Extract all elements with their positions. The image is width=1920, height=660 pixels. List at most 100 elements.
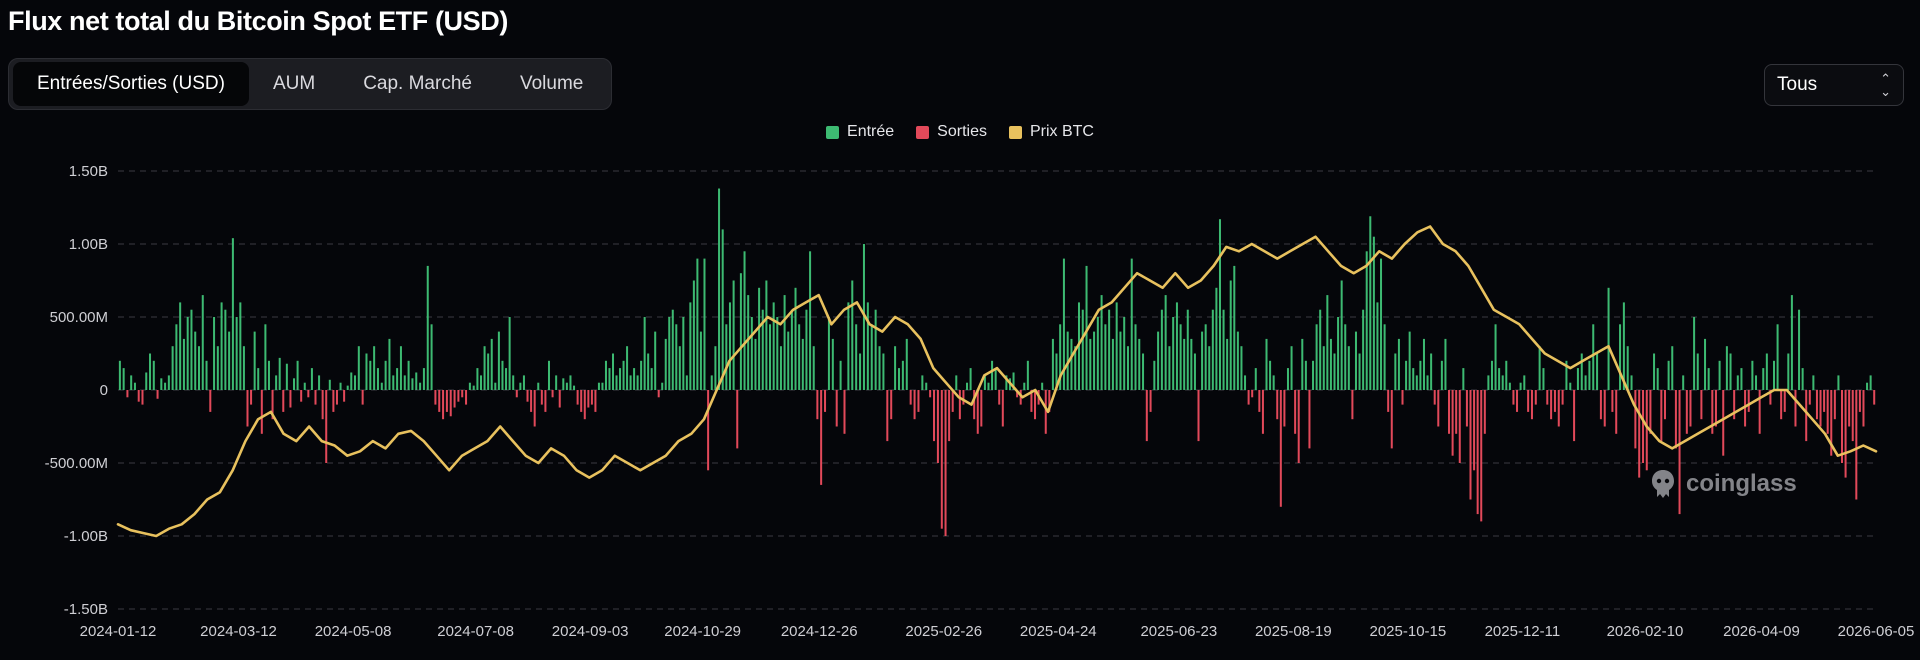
inflow-bar <box>1653 353 1656 390</box>
inflow-bar <box>201 295 204 390</box>
outflow-bar <box>1794 390 1797 427</box>
inflow-bar <box>373 346 376 390</box>
tab-aum[interactable]: AUM <box>272 73 316 94</box>
x-tick-label: 2026-04-09 <box>1723 623 1800 640</box>
tab-flows[interactable]: Entrées/Sorties (USD) <box>13 62 249 106</box>
outflow-bar <box>526 390 529 402</box>
inflow-bar <box>1215 287 1218 390</box>
inflow-bar <box>1626 346 1629 390</box>
inflow-bar <box>743 251 746 390</box>
inflow-bar <box>1740 368 1743 390</box>
inflow-bar <box>1089 338 1092 390</box>
coinglass-watermark: coinglass <box>1648 468 1797 500</box>
outflow-bar <box>707 390 710 471</box>
outflow-bar <box>580 390 583 412</box>
inflow-bar <box>569 375 572 390</box>
x-tick-label: 2025-10-15 <box>1370 623 1447 640</box>
tab-volume[interactable]: Volume <box>519 73 584 94</box>
outflow-bar <box>1465 390 1468 427</box>
inflow-bar <box>839 360 842 390</box>
outflow-bar <box>325 390 328 463</box>
inflow-bar <box>758 287 761 390</box>
inflow-bar <box>1059 324 1062 390</box>
outflow-bar <box>736 390 739 449</box>
outflow-bar <box>1611 390 1614 412</box>
outflow-bar <box>1433 390 1436 405</box>
inflow-bar <box>384 360 387 390</box>
inflow-bar <box>1211 309 1214 390</box>
inflow-bar <box>565 382 568 390</box>
inflow-bar <box>1501 375 1504 390</box>
inflow-bar <box>1736 375 1739 390</box>
legend-item-inflow[interactable]: Entrée <box>826 120 894 144</box>
inflow-bar <box>547 360 550 390</box>
inflow-bar <box>629 375 632 390</box>
outflow-bar <box>1769 390 1772 405</box>
outflow-bar <box>843 390 846 434</box>
inflow-bar <box>798 324 801 390</box>
outflow-bar <box>1833 390 1836 420</box>
inflow-bar <box>689 302 692 390</box>
inflow-bar <box>1704 338 1707 390</box>
inflow-bar <box>1837 375 1840 390</box>
inflow-bar <box>847 302 850 390</box>
outflow-bar <box>1534 390 1537 405</box>
inflow-bar <box>1012 372 1015 390</box>
inflow-bar <box>779 346 782 390</box>
inflow-bar <box>149 353 152 390</box>
y-tick-label: 1.00B <box>69 236 108 253</box>
inflow-bar <box>1085 265 1088 390</box>
inflow-bar <box>231 238 234 390</box>
outflow-bar <box>1448 390 1451 434</box>
inflow-bar <box>213 317 216 390</box>
x-tick-label: 2025-12-11 <box>1485 623 1561 640</box>
outflow-bar <box>1390 390 1393 449</box>
inflow-bar <box>1005 375 1008 390</box>
inflow-bar <box>1183 338 1186 390</box>
chevron-up-down-icon: ⌃ ⌄ <box>1880 71 1891 99</box>
legend-label-outflow: Sorties <box>937 123 987 140</box>
outflow-bar <box>461 390 464 398</box>
inflow-bar <box>1319 309 1322 390</box>
outflow-bar <box>1473 390 1476 471</box>
inflow-bar <box>403 375 406 390</box>
inflow-bar <box>675 324 678 390</box>
inflow-bar <box>682 317 685 390</box>
tab-market-cap[interactable]: Cap. Marché <box>363 73 472 94</box>
inflow-bar <box>1538 346 1541 390</box>
inflow-bar <box>228 331 231 390</box>
legend-label-inflow: Entrée <box>847 123 895 140</box>
outflow-bar <box>820 390 823 485</box>
outflow-bar <box>1197 390 1200 442</box>
inflow-bar <box>1619 324 1622 390</box>
legend-label-btc-price: Prix BTC <box>1029 123 1094 140</box>
outflow-bar <box>246 390 249 427</box>
inflow-bar <box>1369 216 1372 390</box>
inflow-bar <box>878 346 881 390</box>
x-tick-label: 2025-02-26 <box>905 623 982 640</box>
inflow-bar <box>1055 353 1058 390</box>
legend-item-outflow[interactable]: Sorties <box>916 120 987 144</box>
inflow-bar <box>1667 360 1670 390</box>
inflow-bar <box>1588 360 1591 390</box>
inflow-bar <box>1569 382 1572 390</box>
outflow-bar <box>1149 390 1152 412</box>
inflow-bar <box>801 338 804 390</box>
range-select[interactable]: Tous ⌃ ⌄ <box>1764 64 1904 106</box>
inflow-bar <box>275 375 278 390</box>
inflow-bar <box>772 302 775 390</box>
inflow-bar <box>1272 375 1275 390</box>
inflow-bar <box>328 379 331 390</box>
inflow-bar <box>732 280 735 390</box>
inflow-bar <box>365 353 368 390</box>
inflow-bar <box>921 375 924 390</box>
inflow-bar <box>1312 360 1315 390</box>
inflow-bar <box>1812 375 1815 390</box>
inflow-bar <box>483 346 486 390</box>
inflow-bar <box>388 338 391 390</box>
legend-item-btc-price[interactable]: Prix BTC <box>1008 120 1094 144</box>
inflow-bar <box>601 382 604 390</box>
inflow-bar <box>494 382 497 390</box>
inflow-bar <box>1869 375 1872 390</box>
inflow-bar <box>1412 368 1415 390</box>
